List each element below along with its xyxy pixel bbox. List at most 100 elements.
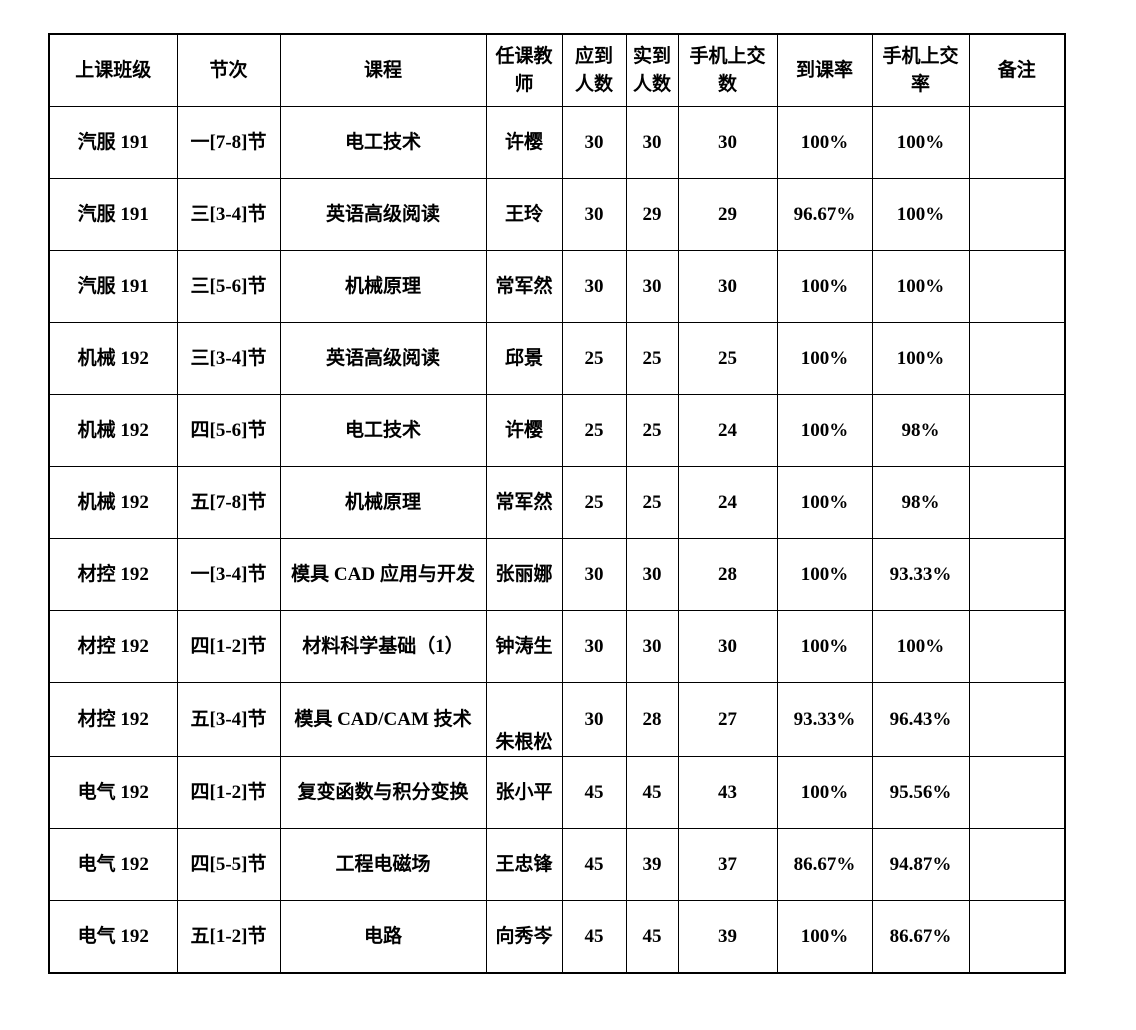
cell-phones-submitted: 24 — [677, 394, 778, 467]
cell-attendance-rate: 96.67% — [776, 178, 873, 251]
cell-class-name: 材控 192 — [48, 610, 178, 683]
cell-remarks — [968, 322, 1066, 395]
class-attendance-table: 上课班级 节次 课程 任课教 师应到 人数 实到 人数 手机上交 数到课率 手机上交 率备注… — [48, 33, 1066, 974]
cell-phones-submitted: 43 — [677, 756, 778, 829]
column-header-actual-count: 实到 人数 — [625, 33, 679, 107]
cell-period: 三[3-4]节 — [176, 322, 281, 395]
cell-teacher: 王玲 — [485, 178, 563, 251]
cell-period: 四[5-5]节 — [176, 828, 281, 901]
cell-course: 工程电磁场 — [279, 828, 487, 901]
cell-remarks — [968, 466, 1066, 539]
cell-phone-submission-rate: 100% — [871, 322, 970, 395]
column-header-course: 课程 — [279, 33, 487, 107]
cell-period: 五[3-4]节 — [176, 682, 281, 757]
cell-class-name: 汽服 191 — [48, 250, 178, 323]
column-header-teacher: 任课教 师 — [485, 33, 563, 107]
cell-remarks — [968, 394, 1066, 467]
cell-teacher: 张丽娜 — [485, 538, 563, 611]
cell-remarks — [968, 538, 1066, 611]
header-row: 上课班级 节次 课程 任课教 师应到 人数 实到 人数 手机上交 数到课率 手机上交 率备注 — [48, 33, 1066, 107]
cell-actual-count: 30 — [625, 250, 679, 323]
cell-attendance-rate: 100% — [776, 466, 873, 539]
cell-attendance-rate: 100% — [776, 250, 873, 323]
table-row: 电气 192 四[5-5]节 工程电磁场 王忠锋 45 39 37 86.67% 94.87% — [48, 828, 1066, 901]
cell-expected-count: 30 — [561, 106, 627, 179]
cell-actual-count: 39 — [625, 828, 679, 901]
cell-phones-submitted: 29 — [677, 178, 778, 251]
cell-attendance-rate: 100% — [776, 106, 873, 179]
cell-teacher: 许樱 — [485, 394, 563, 467]
cell-period: 五[1-2]节 — [176, 900, 281, 974]
cell-teacher: 许樱 — [485, 106, 563, 179]
cell-expected-count: 45 — [561, 900, 627, 974]
cell-actual-count: 30 — [625, 106, 679, 179]
cell-period: 一[3-4]节 — [176, 538, 281, 611]
table-row: 机械 192 五[7-8]节 机械原理 常军然 25 25 24 100% 98% — [48, 466, 1066, 539]
document-page: 上课班级 节次 课程 任课教 师应到 人数 实到 人数 手机上交 数到课率 手机上交 率备注… — [48, 33, 1066, 974]
cell-attendance-rate: 86.67% — [776, 828, 873, 901]
cell-course: 电工技术 — [279, 394, 487, 467]
table-row: 材控 192 五[3-4]节 模具 CAD/CAM 技术 朱根松 30 28 27 93.33… — [48, 682, 1066, 757]
cell-actual-count: 28 — [625, 682, 679, 757]
cell-attendance-rate: 93.33% — [776, 682, 873, 757]
cell-class-name: 机械 192 — [48, 466, 178, 539]
cell-phones-submitted: 30 — [677, 250, 778, 323]
cell-remarks — [968, 610, 1066, 683]
cell-phones-submitted: 24 — [677, 466, 778, 539]
cell-period: 三[5-6]节 — [176, 250, 281, 323]
cell-expected-count: 25 — [561, 322, 627, 395]
cell-attendance-rate: 100% — [776, 610, 873, 683]
cell-phone-submission-rate: 100% — [871, 610, 970, 683]
cell-expected-count: 25 — [561, 394, 627, 467]
cell-phones-submitted: 39 — [677, 900, 778, 974]
cell-course: 英语高级阅读 — [279, 178, 487, 251]
cell-attendance-rate: 100% — [776, 756, 873, 829]
cell-phone-submission-rate: 100% — [871, 250, 970, 323]
cell-phone-submission-rate: 98% — [871, 394, 970, 467]
column-header-expected-count: 应到 人数 — [561, 33, 627, 107]
cell-period: 四[1-2]节 — [176, 756, 281, 829]
cell-phone-submission-rate: 93.33% — [871, 538, 970, 611]
cell-phone-submission-rate: 96.43% — [871, 682, 970, 757]
cell-remarks — [968, 682, 1066, 757]
cell-course: 材料科学基础（1） — [279, 610, 487, 683]
cell-attendance-rate: 100% — [776, 538, 873, 611]
cell-class-name: 材控 192 — [48, 538, 178, 611]
cell-actual-count: 29 — [625, 178, 679, 251]
cell-phone-submission-rate: 95.56% — [871, 756, 970, 829]
cell-phones-submitted: 25 — [677, 322, 778, 395]
table-row: 机械 192 三[3-4]节 英语高级阅读 邱景 25 25 25 100% 100% — [48, 322, 1066, 395]
cell-attendance-rate: 100% — [776, 394, 873, 467]
cell-teacher: 钟涛生 — [485, 610, 563, 683]
cell-phone-submission-rate: 100% — [871, 178, 970, 251]
cell-phones-submitted: 37 — [677, 828, 778, 901]
cell-phone-submission-rate: 100% — [871, 106, 970, 179]
cell-class-name: 汽服 191 — [48, 106, 178, 179]
table-row: 汽服 191 三[5-6]节 机械原理 常军然 30 30 30 100% 100% — [48, 250, 1066, 323]
cell-remarks — [968, 756, 1066, 829]
table-row: 电气 192 四[1-2]节 复变函数与积分变换 张小平 45 45 43 100% 95.56… — [48, 756, 1066, 829]
cell-actual-count: 45 — [625, 756, 679, 829]
cell-course: 模具 CAD 应用与开发 — [279, 538, 487, 611]
table-row: 机械 192 四[5-6]节 电工技术 许樱 25 25 24 100% 98% — [48, 394, 1066, 467]
table-row: 材控 192 一[3-4]节 模具 CAD 应用与开发 张丽娜 30 30 28 100% 93… — [48, 538, 1066, 611]
cell-teacher: 王忠锋 — [485, 828, 563, 901]
cell-phones-submitted: 27 — [677, 682, 778, 757]
cell-class-name: 机械 192 — [48, 394, 178, 467]
cell-teacher: 邱景 — [485, 322, 563, 395]
cell-expected-count: 30 — [561, 250, 627, 323]
cell-period: 三[3-4]节 — [176, 178, 281, 251]
cell-class-name: 机械 192 — [48, 322, 178, 395]
cell-attendance-rate: 100% — [776, 322, 873, 395]
cell-teacher: 张小平 — [485, 756, 563, 829]
cell-class-name: 电气 192 — [48, 900, 178, 974]
cell-expected-count: 30 — [561, 538, 627, 611]
cell-phone-submission-rate: 86.67% — [871, 900, 970, 974]
cell-phone-submission-rate: 98% — [871, 466, 970, 539]
cell-expected-count: 45 — [561, 756, 627, 829]
cell-actual-count: 25 — [625, 394, 679, 467]
cell-course: 模具 CAD/CAM 技术 — [279, 682, 487, 757]
cell-period: 五[7-8]节 — [176, 466, 281, 539]
cell-phones-submitted: 28 — [677, 538, 778, 611]
cell-teacher: 常军然 — [485, 466, 563, 539]
